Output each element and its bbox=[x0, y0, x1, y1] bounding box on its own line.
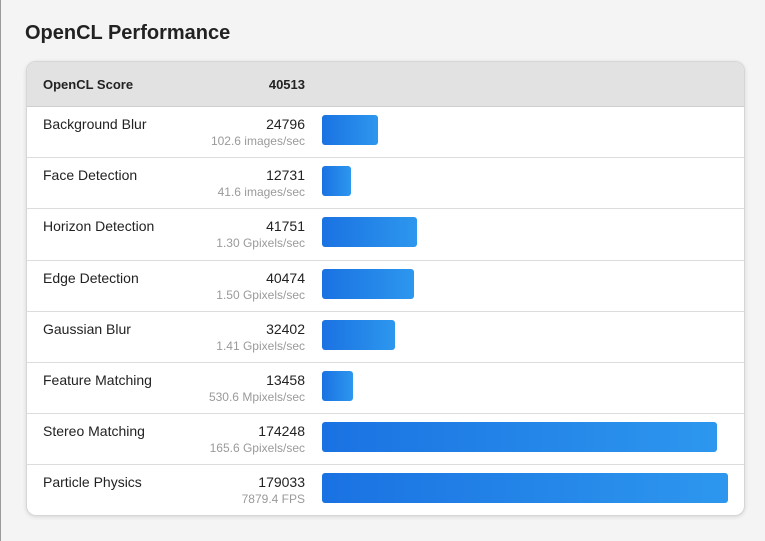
test-rate: 1.30 Gpixels/sec bbox=[216, 236, 305, 251]
table-row: Edge Detection 40474 1.50 Gpixels/sec bbox=[27, 261, 744, 312]
score-card: OpenCL Score 40513 Background Blur 24796… bbox=[26, 61, 745, 516]
test-name: Particle Physics bbox=[43, 474, 142, 491]
overall-score-label: OpenCL Score bbox=[43, 77, 134, 92]
test-score: 174248 bbox=[258, 423, 305, 440]
test-rate: 1.41 Gpixels/sec bbox=[216, 338, 305, 353]
test-name: Face Detection bbox=[43, 167, 138, 184]
test-score: 12731 bbox=[266, 167, 305, 184]
score-bar bbox=[322, 422, 717, 453]
table-row: Particle Physics 179033 7879.4 FPS bbox=[27, 465, 744, 515]
score-bar bbox=[322, 370, 353, 401]
test-rate: 165.6 Gpixels/sec bbox=[209, 441, 305, 456]
page-title: OpenCL Performance bbox=[25, 22, 231, 44]
test-rate: 102.6 images/sec bbox=[210, 134, 305, 148]
table-row: Horizon Detection 41751 1.30 Gpixels/sec bbox=[27, 209, 744, 261]
test-rate: 530.6 Mpixels/sec bbox=[208, 389, 305, 404]
score-bar bbox=[322, 473, 728, 504]
table-row: Face Detection 12731 41.6 images/sec bbox=[27, 158, 744, 210]
score-bar bbox=[322, 115, 378, 145]
test-name: Edge Detection bbox=[43, 269, 139, 286]
table-row: Stereo Matching 174248 165.6 Gpixels/sec bbox=[27, 414, 744, 466]
score-bar bbox=[322, 319, 395, 350]
overall-score-value: 40513 bbox=[268, 77, 305, 92]
test-score: 32402 bbox=[266, 320, 305, 337]
test-name: Stereo Matching bbox=[43, 423, 145, 440]
table-row: Gaussian Blur 32402 1.41 Gpixels/sec bbox=[27, 312, 744, 363]
test-score: 179033 bbox=[258, 474, 305, 491]
test-rate: 41.6 images/sec bbox=[217, 185, 305, 200]
table-row: Background Blur 24796 102.6 images/sec bbox=[27, 107, 744, 159]
test-name: Feature Matching bbox=[43, 371, 152, 388]
test-score: 24796 bbox=[266, 116, 305, 132]
test-score: 40474 bbox=[266, 269, 305, 286]
score-bar bbox=[322, 166, 351, 197]
test-name: Gaussian Blur bbox=[43, 320, 131, 337]
test-name: Horizon Detection bbox=[43, 218, 155, 235]
score-header-row: OpenCL Score 40513 bbox=[27, 62, 744, 107]
test-rate: 1.50 Gpixels/sec bbox=[216, 287, 305, 302]
test-name: Background Blur bbox=[43, 116, 147, 132]
table-row: Feature Matching 13458 530.6 Mpixels/sec bbox=[27, 363, 744, 415]
test-score: 13458 bbox=[266, 371, 305, 388]
test-rate: 7879.4 FPS bbox=[241, 492, 305, 507]
test-score: 41751 bbox=[266, 218, 305, 235]
score-bar bbox=[322, 217, 417, 248]
score-bar bbox=[322, 268, 414, 299]
